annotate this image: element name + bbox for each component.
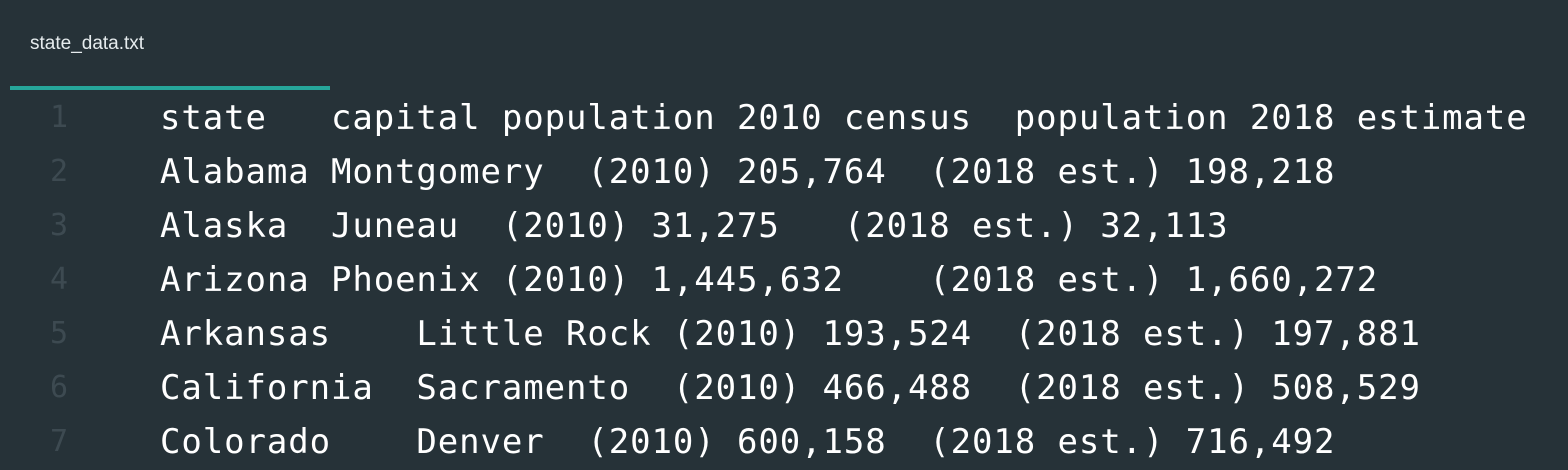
active-tab-indicator xyxy=(10,86,330,90)
line-text[interactable]: Arkansas Little Rock (2010) 193,524 (201… xyxy=(160,314,1421,354)
code-line: 4 Arizona Phoenix (2010) 1,445,632 (2018… xyxy=(0,253,1568,307)
code-line: 3 Alaska Juneau (2010) 31,275 (2018 est.… xyxy=(0,199,1568,253)
code-line: 2 Alabama Montgomery (2010) 205,764 (201… xyxy=(0,145,1568,199)
code-line: 1 state capital population 2010 census p… xyxy=(0,91,1568,145)
line-number: 6 xyxy=(50,370,69,405)
line-number: 7 xyxy=(50,424,69,459)
line-number: 4 xyxy=(50,262,69,297)
code-area[interactable]: 1 state capital population 2010 census p… xyxy=(0,91,1568,470)
tab-bar: state_data.txt xyxy=(0,0,1568,90)
line-text[interactable]: state capital population 2010 census pop… xyxy=(160,98,1528,138)
line-number: 3 xyxy=(50,208,69,243)
line-text[interactable]: Alaska Juneau (2010) 31,275 (2018 est.) … xyxy=(160,206,1229,246)
line-text[interactable]: Colorado Denver (2010) 600,158 (2018 est… xyxy=(160,422,1336,462)
code-line: 6 California Sacramento (2010) 466,488 (… xyxy=(0,361,1568,415)
line-text[interactable]: Arizona Phoenix (2010) 1,445,632 (2018 e… xyxy=(160,260,1379,300)
code-line: 7 Colorado Denver (2010) 600,158 (2018 e… xyxy=(0,415,1568,469)
code-line: 5 Arkansas Little Rock (2010) 193,524 (2… xyxy=(0,307,1568,361)
line-text[interactable]: California Sacramento (2010) 466,488 (20… xyxy=(160,368,1421,408)
tab-state-data-txt[interactable]: state_data.txt xyxy=(10,0,330,90)
line-number: 5 xyxy=(50,316,69,351)
line-number: 2 xyxy=(50,154,69,189)
line-text[interactable]: Alabama Montgomery (2010) 205,764 (2018 … xyxy=(160,152,1336,192)
tab-label: state_data.txt xyxy=(30,33,145,54)
line-number: 1 xyxy=(50,100,69,135)
